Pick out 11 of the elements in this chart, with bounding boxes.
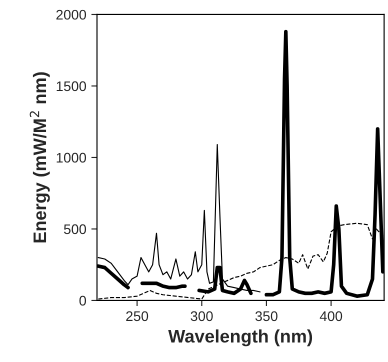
y-tick-label: 0 (79, 296, 86, 306)
y-axis-title: Energy (mW/M$^{2}$ nm) (30, 72, 50, 242)
x-tick-label: 250 (126, 311, 148, 322)
x-axis-title: Wavelength (nm) (168, 329, 312, 346)
y-tick-label: 1500 (56, 81, 86, 92)
y-tick-label: 2000 (56, 10, 86, 20)
x-tick-label: 300 (190, 311, 213, 322)
y-tick-label: 1000 (56, 152, 86, 163)
y-tick-label: 500 (64, 224, 86, 234)
x-tick-label: 400 (320, 311, 342, 322)
x-tick-label: 350 (255, 311, 278, 322)
